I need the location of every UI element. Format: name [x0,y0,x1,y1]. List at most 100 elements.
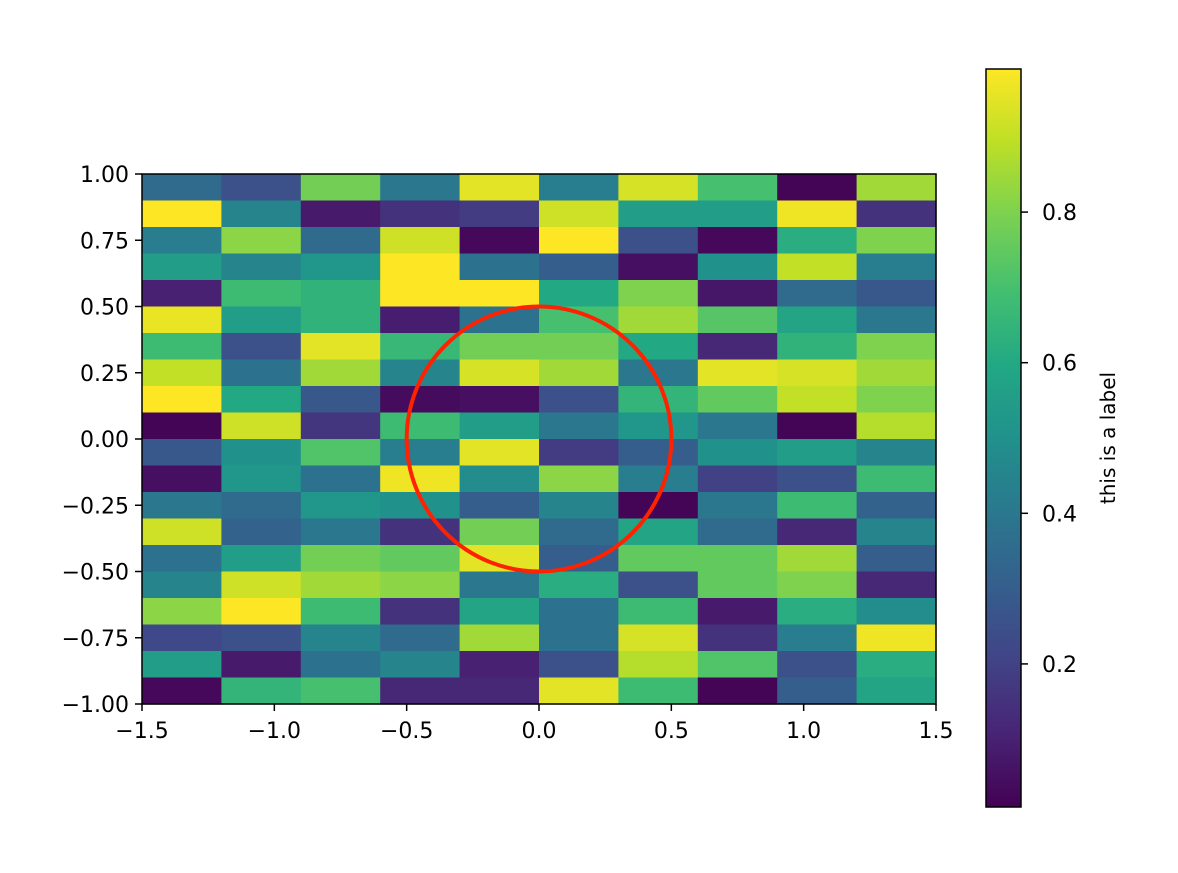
heatmap-cells [142,174,937,705]
heatmap-cell [539,465,619,493]
heatmap-cell [777,253,858,281]
heatmap-cell [697,677,778,705]
heatmap-cell [539,677,619,705]
heatmap-cell [459,200,540,228]
y-tick-label: −0.25 [62,494,129,519]
heatmap-cell [459,545,540,573]
heatmap-cell [856,598,937,626]
heatmap-cell [142,359,222,387]
heatmap-cell [221,598,302,626]
heatmap-cell [142,518,222,546]
heatmap-cell [142,200,222,228]
y-axis: 1.00 0.75 0.50 0.25 0.00 −0.25 −0.50 −0.75 −1.00 [62,163,142,718]
heatmap-cell [777,492,858,520]
y-tick-label: 1.00 [80,163,129,188]
heatmap-cell [618,333,699,361]
colorbar-tick-label: 0.4 [1042,502,1077,527]
heatmap-cell [539,598,619,626]
heatmap-cell [459,439,540,467]
heatmap-cell [697,598,778,626]
heatmap-cell [459,227,540,255]
heatmap-cell [300,677,381,705]
heatmap-cell [221,677,302,705]
colorbar-label: this is a label [1096,372,1120,504]
x-tick-label: 0.5 [654,719,689,744]
heatmap-cell [300,227,381,255]
heatmap-cell [856,571,937,599]
x-axis: −1.5 −1.0 −0.5 0.0 0.5 1.0 1.5 [115,704,954,744]
heatmap-cell [777,200,858,228]
heatmap-cell [618,651,699,679]
heatmap-cell [300,598,381,626]
heatmap-cell [142,333,222,361]
heatmap-cell [777,439,858,467]
heatmap-cell [380,174,461,202]
x-tick-label: 0.0 [522,719,557,744]
heatmap-cell [300,200,381,228]
heatmap-cell [221,412,302,440]
heatmap-cell [459,624,540,652]
heatmap-cell [380,253,461,281]
heatmap-cell [142,677,222,705]
heatmap-cell [856,465,937,493]
colorbar-tick-label: 0.6 [1042,352,1077,377]
heatmap-cell [618,677,699,705]
heatmap-cell [618,545,699,573]
heatmap-cell [697,227,778,255]
heatmap-cell [856,174,937,202]
heatmap-cell [697,465,778,493]
heatmap-cell [142,174,222,202]
heatmap-cell [777,386,858,414]
heatmap-cell [221,227,302,255]
heatmap-cell [380,465,461,493]
heatmap-cell [221,253,302,281]
heatmap-cell [856,624,937,652]
heatmap-cell [459,465,540,493]
heatmap-cell [539,651,619,679]
heatmap-cell [300,280,381,308]
heatmap-cell [856,412,937,440]
heatmap-cell [300,174,381,202]
heatmap-cell [380,571,461,599]
heatmap-cell [856,227,937,255]
y-tick-label: −0.75 [62,627,129,652]
heatmap-cell [777,651,858,679]
heatmap-cell [300,333,381,361]
heatmap-cell [856,545,937,573]
heatmap-cell [459,518,540,546]
heatmap-cell [380,545,461,573]
heatmap-cell [777,412,858,440]
heatmap-cell [539,333,619,361]
heatmap-cell [539,306,619,334]
heatmap-cell [618,386,699,414]
heatmap-cell [777,518,858,546]
heatmap-cell [300,624,381,652]
y-tick-label: 0.00 [80,428,129,453]
heatmap-cell [697,571,778,599]
heatmap-cell [459,253,540,281]
y-tick-label: −0.50 [62,561,129,586]
heatmap-cell [539,174,619,202]
heatmap-cell [856,359,937,387]
heatmap-cell [539,571,619,599]
heatmap-cell [300,439,381,467]
heatmap-cell [142,253,222,281]
heatmap-cell [142,465,222,493]
heatmap-cell [697,439,778,467]
heatmap-cell [777,624,858,652]
heatmap-cell [856,253,937,281]
heatmap-cell [380,651,461,679]
heatmap-cell [539,253,619,281]
heatmap-cell [856,333,937,361]
heatmap-cell [459,677,540,705]
heatmap-cell [618,412,699,440]
heatmap-cell [618,200,699,228]
heatmap-cell [777,306,858,334]
heatmap-cell [300,412,381,440]
x-tick-label: 1.0 [786,719,821,744]
heatmap-cell [221,333,302,361]
colorbar-tick-label: 0.2 [1042,653,1077,678]
heatmap-cell [539,492,619,520]
heatmap-cell [539,200,619,228]
heatmap-cell [142,598,222,626]
